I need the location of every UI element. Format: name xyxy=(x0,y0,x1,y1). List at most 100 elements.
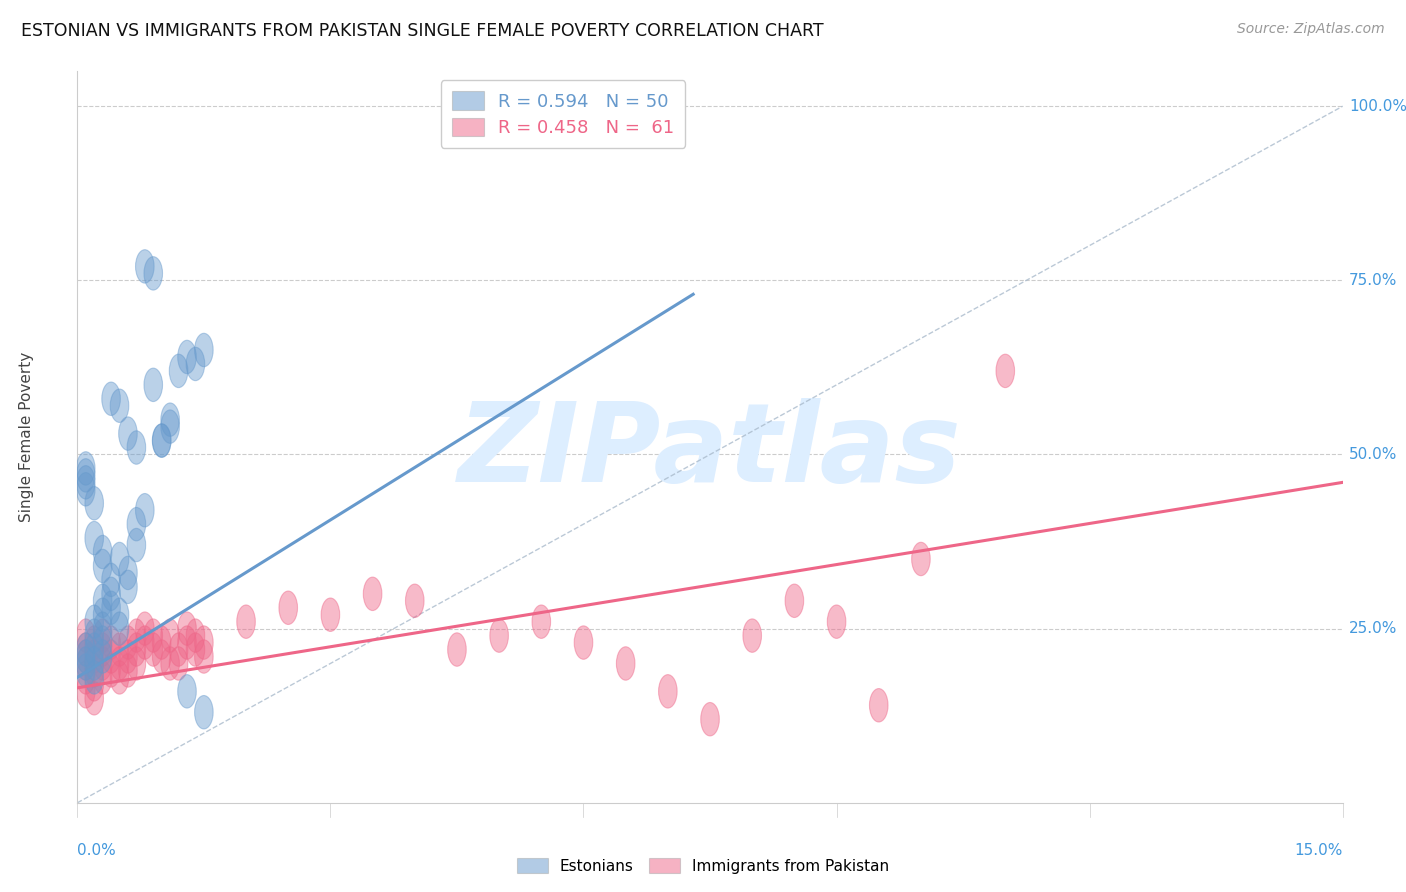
Ellipse shape xyxy=(869,689,889,722)
Ellipse shape xyxy=(101,577,121,610)
Ellipse shape xyxy=(127,431,146,464)
Ellipse shape xyxy=(93,640,112,673)
Ellipse shape xyxy=(489,619,509,652)
Ellipse shape xyxy=(127,508,146,541)
Ellipse shape xyxy=(118,557,138,590)
Ellipse shape xyxy=(84,632,104,666)
Ellipse shape xyxy=(169,632,188,666)
Text: 25.0%: 25.0% xyxy=(1348,621,1398,636)
Ellipse shape xyxy=(76,640,96,673)
Ellipse shape xyxy=(76,632,96,666)
Ellipse shape xyxy=(101,640,121,673)
Ellipse shape xyxy=(84,486,104,520)
Ellipse shape xyxy=(785,584,804,617)
Ellipse shape xyxy=(84,667,104,701)
Ellipse shape xyxy=(143,368,163,401)
Ellipse shape xyxy=(143,619,163,652)
Ellipse shape xyxy=(76,674,96,708)
Text: 15.0%: 15.0% xyxy=(1295,843,1343,858)
Ellipse shape xyxy=(84,605,104,639)
Ellipse shape xyxy=(186,347,205,381)
Ellipse shape xyxy=(194,696,214,729)
Ellipse shape xyxy=(93,632,112,666)
Ellipse shape xyxy=(93,549,112,582)
Text: 100.0%: 100.0% xyxy=(1348,99,1406,113)
Ellipse shape xyxy=(76,458,96,492)
Ellipse shape xyxy=(84,647,104,681)
Ellipse shape xyxy=(186,619,205,652)
Ellipse shape xyxy=(152,626,172,659)
Ellipse shape xyxy=(93,619,112,652)
Ellipse shape xyxy=(405,584,425,617)
Ellipse shape xyxy=(110,647,129,681)
Ellipse shape xyxy=(160,619,180,652)
Ellipse shape xyxy=(93,626,112,659)
Ellipse shape xyxy=(143,257,163,290)
Ellipse shape xyxy=(84,640,104,673)
Ellipse shape xyxy=(827,605,846,639)
Ellipse shape xyxy=(152,424,172,458)
Ellipse shape xyxy=(321,598,340,632)
Ellipse shape xyxy=(76,654,96,687)
Ellipse shape xyxy=(110,612,129,646)
Ellipse shape xyxy=(93,535,112,569)
Text: 75.0%: 75.0% xyxy=(1348,273,1398,288)
Ellipse shape xyxy=(76,451,96,485)
Ellipse shape xyxy=(278,591,298,624)
Ellipse shape xyxy=(110,632,129,666)
Ellipse shape xyxy=(93,661,112,694)
Ellipse shape xyxy=(447,632,467,666)
Ellipse shape xyxy=(143,632,163,666)
Ellipse shape xyxy=(101,626,121,659)
Ellipse shape xyxy=(93,598,112,632)
Ellipse shape xyxy=(127,619,146,652)
Text: Source: ZipAtlas.com: Source: ZipAtlas.com xyxy=(1237,22,1385,37)
Ellipse shape xyxy=(236,605,256,639)
Ellipse shape xyxy=(186,632,205,666)
Ellipse shape xyxy=(101,654,121,687)
Legend: Estonians, Immigrants from Pakistan: Estonians, Immigrants from Pakistan xyxy=(510,852,896,880)
Ellipse shape xyxy=(152,640,172,673)
Ellipse shape xyxy=(110,598,129,632)
Ellipse shape xyxy=(135,612,155,646)
Ellipse shape xyxy=(995,354,1015,388)
Ellipse shape xyxy=(110,542,129,575)
Ellipse shape xyxy=(76,632,96,666)
Ellipse shape xyxy=(84,661,104,694)
Ellipse shape xyxy=(616,647,636,681)
Ellipse shape xyxy=(118,654,138,687)
Text: ZIPatlas: ZIPatlas xyxy=(458,398,962,505)
Ellipse shape xyxy=(76,640,96,673)
Ellipse shape xyxy=(177,340,197,374)
Ellipse shape xyxy=(93,647,112,681)
Ellipse shape xyxy=(135,250,155,283)
Ellipse shape xyxy=(118,570,138,604)
Ellipse shape xyxy=(84,681,104,715)
Ellipse shape xyxy=(700,703,720,736)
Ellipse shape xyxy=(160,647,180,681)
Ellipse shape xyxy=(76,647,96,681)
Ellipse shape xyxy=(84,654,104,687)
Ellipse shape xyxy=(118,417,138,450)
Text: Single Female Poverty: Single Female Poverty xyxy=(20,352,34,522)
Ellipse shape xyxy=(76,466,96,500)
Ellipse shape xyxy=(101,563,121,597)
Ellipse shape xyxy=(160,403,180,436)
Ellipse shape xyxy=(177,626,197,659)
Ellipse shape xyxy=(135,493,155,527)
Ellipse shape xyxy=(194,640,214,673)
Ellipse shape xyxy=(127,528,146,562)
Ellipse shape xyxy=(169,354,188,388)
Ellipse shape xyxy=(84,619,104,652)
Ellipse shape xyxy=(101,382,121,416)
Ellipse shape xyxy=(84,521,104,555)
Ellipse shape xyxy=(574,626,593,659)
Ellipse shape xyxy=(177,612,197,646)
Ellipse shape xyxy=(76,619,96,652)
Legend: R = 0.594   N = 50, R = 0.458   N =  61: R = 0.594 N = 50, R = 0.458 N = 61 xyxy=(440,80,685,148)
Ellipse shape xyxy=(531,605,551,639)
Ellipse shape xyxy=(363,577,382,610)
Ellipse shape xyxy=(76,661,96,694)
Ellipse shape xyxy=(76,473,96,506)
Ellipse shape xyxy=(135,626,155,659)
